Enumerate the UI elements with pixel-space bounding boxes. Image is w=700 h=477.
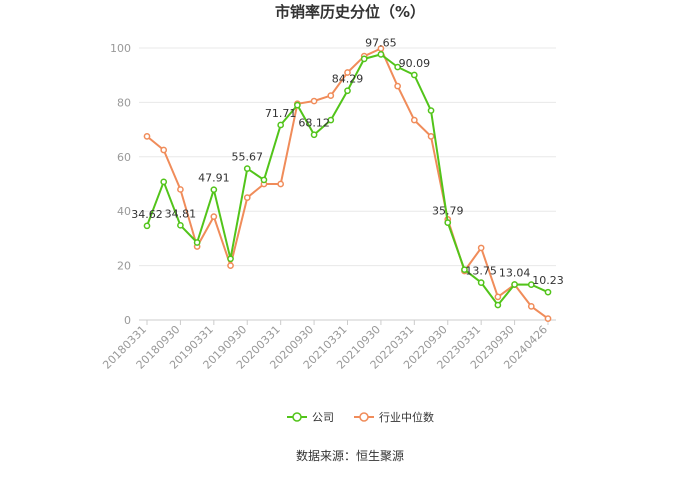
data-label: 71.71 — [265, 107, 297, 120]
y-tick-label: 40 — [117, 205, 131, 218]
data-point-company — [360, 55, 368, 63]
legend-label: 行业中位数 — [379, 410, 434, 424]
data-point-company — [177, 221, 184, 229]
data-label: 35.79 — [432, 205, 464, 218]
y-tick-label: 80 — [117, 96, 131, 109]
data-point-industry-median — [410, 116, 418, 124]
data-label: 10.23 — [532, 274, 564, 287]
data-point-company — [377, 51, 385, 58]
data-point-company — [310, 131, 318, 139]
y-tick-label: 20 — [117, 260, 131, 273]
data-point-industry-median — [527, 303, 535, 310]
data-point-industry-median — [394, 82, 401, 90]
chart-title: 市销率历史分位（%） — [275, 3, 425, 21]
data-point-industry-median — [344, 69, 351, 76]
data-point-industry-median — [544, 315, 552, 322]
data-label: 47.91 — [198, 172, 230, 185]
data-label: 68.12 — [298, 117, 330, 130]
data-point-industry-median — [310, 97, 318, 105]
data-point-industry-median — [494, 293, 502, 301]
data-point-industry-median — [160, 146, 168, 154]
data-point-company — [193, 239, 201, 246]
y-tick-label: 0 — [124, 314, 131, 327]
data-point-company — [527, 281, 535, 288]
data-point-company — [410, 71, 418, 79]
data-label: 55.67 — [232, 151, 264, 164]
data-point-industry-median — [210, 213, 218, 220]
data-point-company — [227, 255, 234, 263]
source-text: 数据来源：恒生聚源 — [296, 448, 404, 463]
x-axis-ticks: 2018033120180930201903312019093020200331… — [100, 320, 550, 372]
data-point-company — [427, 107, 435, 114]
legend-marker — [359, 412, 369, 422]
data-point-industry-median — [477, 244, 485, 252]
data-label: 13.75 — [465, 265, 497, 278]
data-point-company — [160, 178, 168, 186]
data-point-industry-median — [227, 262, 234, 269]
data-point-company — [143, 222, 151, 230]
data-point-industry-median — [177, 186, 184, 193]
data-point-company — [444, 219, 452, 227]
data-label: 97.65 — [365, 36, 397, 49]
y-tick-label: 60 — [117, 151, 131, 164]
data-label: 34.62 — [131, 208, 163, 221]
data-point-company — [344, 87, 351, 95]
data-point-company — [260, 176, 268, 184]
y-axis-ticks: 0 20 40 60 80 100 — [110, 42, 131, 327]
data-label: 84.29 — [332, 73, 364, 86]
legend-marker — [292, 412, 302, 422]
legend-item-company[interactable]: 公司 — [287, 411, 334, 424]
data-point-company — [294, 101, 301, 109]
data-point-company — [477, 279, 485, 286]
data-label: 34.81 — [165, 207, 197, 220]
y-tick-label: 100 — [110, 42, 131, 55]
data-point-industry-median — [143, 133, 151, 140]
data-point-company — [277, 121, 285, 129]
data-point-company — [327, 116, 335, 124]
data-label: 90.09 — [399, 57, 431, 70]
legend-label: 公司 — [312, 411, 334, 424]
data-point-industry-median — [427, 133, 435, 140]
data-point-company — [210, 186, 218, 194]
data-point-company — [511, 281, 518, 288]
series-layer — [143, 45, 552, 322]
data-point-company — [394, 63, 401, 71]
data-point-company — [243, 165, 251, 172]
data-point-company — [461, 266, 468, 274]
data-point-company — [544, 288, 552, 296]
data-point-company — [494, 301, 502, 309]
grid-layer — [139, 47, 556, 321]
legend[interactable]: 公司 行业中位数 — [287, 410, 434, 424]
data-point-industry-median — [327, 92, 335, 99]
data-label: 13.04 — [499, 267, 531, 280]
legend-item-industry-median[interactable]: 行业中位数 — [354, 410, 434, 424]
data-point-industry-median — [243, 194, 251, 201]
data-point-industry-median — [277, 180, 285, 188]
